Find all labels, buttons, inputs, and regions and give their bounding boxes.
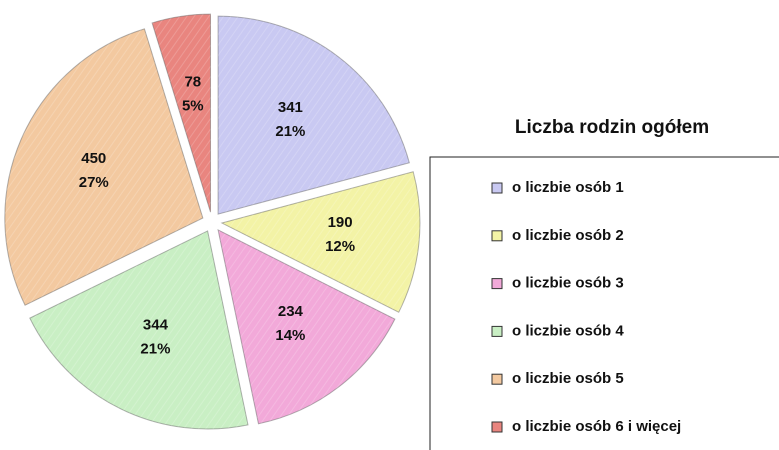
legend-label: o liczbie osób 3 — [512, 275, 624, 292]
slice-texture — [152, 14, 211, 213]
data-label: 450 — [81, 150, 106, 167]
percent-label: 5% — [182, 98, 204, 115]
data-label: 234 — [278, 303, 304, 320]
slice-texture — [221, 171, 420, 313]
percent-label: 12% — [325, 238, 355, 255]
legend-box — [429, 156, 779, 450]
data-label: 190 — [328, 214, 353, 231]
legend-marker — [491, 278, 503, 290]
legend-marker — [491, 421, 503, 433]
legend-marker — [491, 373, 503, 385]
percent-label: 14% — [275, 327, 305, 344]
legend-marker — [491, 325, 503, 337]
legend-marker — [491, 230, 503, 242]
legend-marker — [491, 182, 503, 194]
percent-label: 27% — [79, 174, 109, 191]
data-label: 78 — [184, 74, 201, 91]
slice-texture — [218, 229, 395, 424]
percent-label: 21% — [140, 341, 170, 358]
slice-texture — [4, 28, 203, 306]
legend-label: o liczbie osób 4 — [512, 322, 624, 339]
percent-label: 21% — [275, 123, 305, 140]
legend-label: o liczbie osób 5 — [512, 370, 624, 387]
data-label: 341 — [278, 99, 303, 116]
slice-texture — [218, 16, 410, 215]
legend-label: o liczbie osób 6 i więcej — [512, 418, 681, 435]
legend-label: o liczbie osób 1 — [512, 179, 624, 196]
data-label: 344 — [143, 317, 169, 334]
slice-texture — [29, 230, 248, 429]
legend-title: Liczba rodzin ogółem — [515, 117, 709, 138]
legend-label: o liczbie osób 2 — [512, 227, 624, 244]
